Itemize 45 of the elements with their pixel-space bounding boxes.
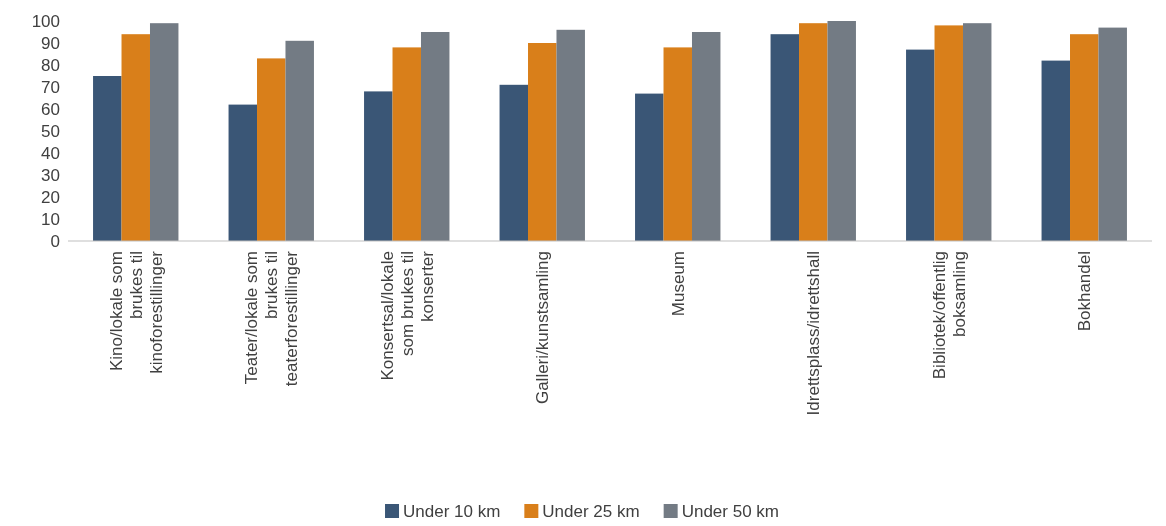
bar	[149, 23, 179, 241]
bar	[1041, 60, 1071, 241]
legend-label: Under 10 km	[403, 502, 501, 521]
y-tick-label: 40	[41, 143, 60, 163]
x-tick-label: Galleri/kunstsamling	[533, 251, 553, 405]
legend-label: Under 50 km	[681, 502, 779, 521]
bar	[556, 29, 585, 241]
bar	[827, 21, 856, 241]
y-tick-label: 50	[41, 121, 60, 141]
bar	[364, 91, 393, 241]
bar	[420, 32, 450, 241]
y-tick-label: 30	[41, 165, 60, 185]
bar	[228, 104, 258, 241]
bar	[770, 34, 800, 241]
x-tick-label: Museum	[668, 251, 688, 317]
bar	[962, 23, 992, 241]
bar	[934, 25, 963, 241]
x-tick-label: Kino/lokale som brukes til kinoforestillinger	[106, 250, 166, 374]
bar	[257, 58, 286, 241]
bar	[1070, 34, 1099, 241]
bar	[285, 40, 314, 241]
y-tick-label: 60	[41, 99, 60, 119]
bar	[93, 76, 122, 241]
y-tick-label: 80	[41, 55, 60, 75]
bar	[121, 34, 150, 241]
y-tick-label: 20	[41, 187, 60, 207]
bar	[799, 23, 828, 241]
bar	[906, 49, 935, 241]
y-tick-label: 0	[50, 231, 60, 251]
bar	[528, 43, 557, 241]
y-tick-label: 90	[41, 33, 60, 53]
x-tick-label: Konsertsal/lokale som brukes til konserter	[377, 250, 437, 381]
bar	[663, 47, 692, 241]
x-tick-label: Bokhandel	[1075, 251, 1095, 332]
bar	[392, 47, 421, 241]
bar	[499, 84, 529, 241]
x-tick-label: Idrettsplass/idrettshall	[804, 251, 824, 416]
bar	[1098, 27, 1127, 241]
y-tick-label: 100	[31, 11, 60, 31]
y-tick-label: 10	[41, 209, 60, 229]
bar	[691, 32, 721, 241]
x-tick-label: Bibliotek/offentlig boksamling	[929, 251, 969, 380]
legend-label: Under 25 km	[542, 502, 640, 521]
y-tick-label: 70	[41, 77, 60, 97]
bar	[635, 93, 664, 241]
